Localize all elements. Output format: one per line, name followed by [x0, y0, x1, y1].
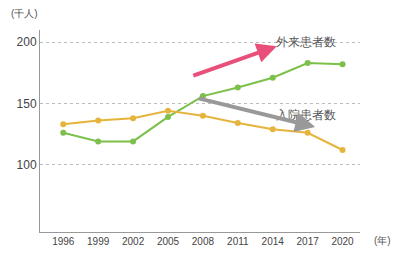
svg-text:1999: 1999 — [87, 236, 110, 247]
svg-text:150: 150 — [17, 97, 37, 111]
svg-text:2008: 2008 — [192, 236, 215, 247]
svg-text:2005: 2005 — [157, 236, 180, 247]
svg-text:入院患者数: 入院患者数 — [276, 108, 336, 122]
svg-text:200: 200 — [17, 35, 37, 49]
svg-text:外来患者数: 外来患者数 — [276, 35, 336, 49]
svg-text:2011: 2011 — [227, 236, 249, 247]
svg-text:2017: 2017 — [297, 236, 320, 247]
svg-text:(千人): (千人) — [11, 8, 38, 19]
svg-text:2014: 2014 — [262, 236, 285, 247]
svg-text:1996: 1996 — [52, 236, 75, 247]
svg-text:2020: 2020 — [331, 236, 354, 247]
svg-text:100: 100 — [17, 158, 37, 172]
svg-text:(年): (年) — [374, 235, 391, 246]
svg-text:2002: 2002 — [122, 236, 145, 247]
